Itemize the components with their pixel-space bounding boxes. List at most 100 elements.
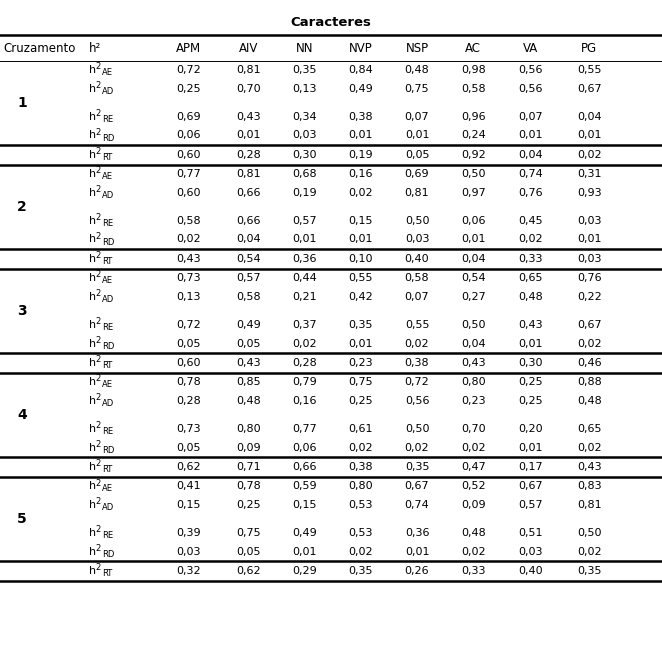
Text: 0,79: 0,79 [292,378,317,387]
Text: 0,20: 0,20 [518,424,544,434]
Text: 0,01: 0,01 [348,131,373,140]
Text: 0,59: 0,59 [292,482,317,491]
Text: AD: AD [102,399,115,408]
Text: h: h [89,547,97,556]
Text: 0,28: 0,28 [292,358,317,368]
Text: 0,50: 0,50 [404,424,430,434]
Text: 0,81: 0,81 [404,188,430,197]
Text: 0,66: 0,66 [236,216,261,225]
Text: 0,53: 0,53 [348,528,373,538]
Text: 0,04: 0,04 [518,150,544,159]
Text: 2: 2 [96,355,101,364]
Text: 0,60: 0,60 [176,358,201,368]
Text: AD: AD [102,191,115,200]
Text: AD: AD [102,87,115,96]
Text: 0,28: 0,28 [176,396,201,406]
Text: 2: 2 [96,478,101,488]
Text: 0,65: 0,65 [577,424,602,434]
Text: 0,01: 0,01 [292,235,317,244]
Text: 0,50: 0,50 [404,216,430,225]
Text: 0,35: 0,35 [348,320,373,329]
Text: 0,67: 0,67 [577,320,602,329]
Text: 0,35: 0,35 [348,566,373,576]
Text: h: h [89,528,97,538]
Text: 0,03: 0,03 [577,216,602,225]
Text: 0,51: 0,51 [518,528,544,538]
Text: 0,03: 0,03 [292,131,317,140]
Text: h: h [89,150,97,159]
Text: 0,55: 0,55 [348,273,373,283]
Text: 0,02: 0,02 [461,547,486,556]
Text: h: h [89,358,97,368]
Text: 0,69: 0,69 [404,169,430,179]
Text: 0,07: 0,07 [404,292,430,301]
Text: 0,15: 0,15 [348,216,373,225]
Text: 2: 2 [96,213,101,222]
Text: 2: 2 [96,185,101,194]
Text: 0,09: 0,09 [461,500,486,510]
Text: 0,44: 0,44 [292,273,317,283]
Text: h: h [89,188,97,197]
Text: 0,01: 0,01 [577,131,602,140]
Text: 0,31: 0,31 [577,169,602,179]
Text: 2: 2 [96,317,101,326]
Text: 0,43: 0,43 [236,112,261,121]
Text: 0,43: 0,43 [236,358,261,368]
Text: 0,40: 0,40 [518,566,544,576]
Text: 0,83: 0,83 [577,482,602,491]
Text: AE: AE [102,172,113,181]
Text: 0,04: 0,04 [577,112,602,121]
Text: h: h [89,378,97,387]
Text: RT: RT [102,257,112,266]
Text: 0,73: 0,73 [176,273,201,283]
Text: 2: 2 [96,109,101,118]
Text: 0,28: 0,28 [236,150,261,159]
Text: 0,81: 0,81 [236,65,261,75]
Text: 3: 3 [17,304,26,317]
Text: 0,04: 0,04 [461,339,486,348]
Text: 0,15: 0,15 [292,500,317,510]
Text: 0,09: 0,09 [236,443,261,452]
Text: h: h [89,566,97,576]
Text: h: h [89,169,97,179]
Text: 0,01: 0,01 [348,339,373,348]
Text: 0,72: 0,72 [176,320,201,329]
Text: 0,02: 0,02 [577,547,602,556]
Text: h: h [89,462,97,472]
Text: 0,07: 0,07 [518,112,544,121]
Text: 0,49: 0,49 [236,320,261,329]
Text: 0,77: 0,77 [176,169,201,179]
Text: 0,36: 0,36 [404,528,430,538]
Text: 5: 5 [17,512,26,526]
Text: 0,13: 0,13 [176,292,201,301]
Text: 0,52: 0,52 [461,482,486,491]
Text: 0,67: 0,67 [404,482,430,491]
Text: 0,49: 0,49 [348,84,373,93]
Text: 0,35: 0,35 [404,462,430,472]
Text: h: h [89,443,97,452]
Text: 0,84: 0,84 [348,65,373,75]
Text: 0,40: 0,40 [404,254,430,263]
Text: 0,77: 0,77 [292,424,317,434]
Text: 0,01: 0,01 [518,339,544,348]
Text: 0,01: 0,01 [518,131,544,140]
Text: RD: RD [102,237,115,247]
Text: 0,25: 0,25 [236,500,261,510]
Text: 0,01: 0,01 [518,443,544,452]
Text: RT: RT [102,153,112,162]
Text: 0,01: 0,01 [404,131,430,140]
Text: 0,03: 0,03 [577,254,602,263]
Text: 0,02: 0,02 [348,547,373,556]
Text: h: h [89,216,97,225]
Text: 0,81: 0,81 [236,169,261,179]
Text: RD: RD [102,550,115,559]
Text: 2: 2 [96,127,101,137]
Text: 0,02: 0,02 [348,443,373,452]
Text: 0,01: 0,01 [236,131,261,140]
Text: 0,01: 0,01 [292,547,317,556]
Text: 0,48: 0,48 [461,528,486,538]
Text: 0,76: 0,76 [577,273,602,283]
Text: AE: AE [102,484,113,494]
Text: 0,70: 0,70 [461,424,486,434]
Text: 0,05: 0,05 [404,150,430,159]
